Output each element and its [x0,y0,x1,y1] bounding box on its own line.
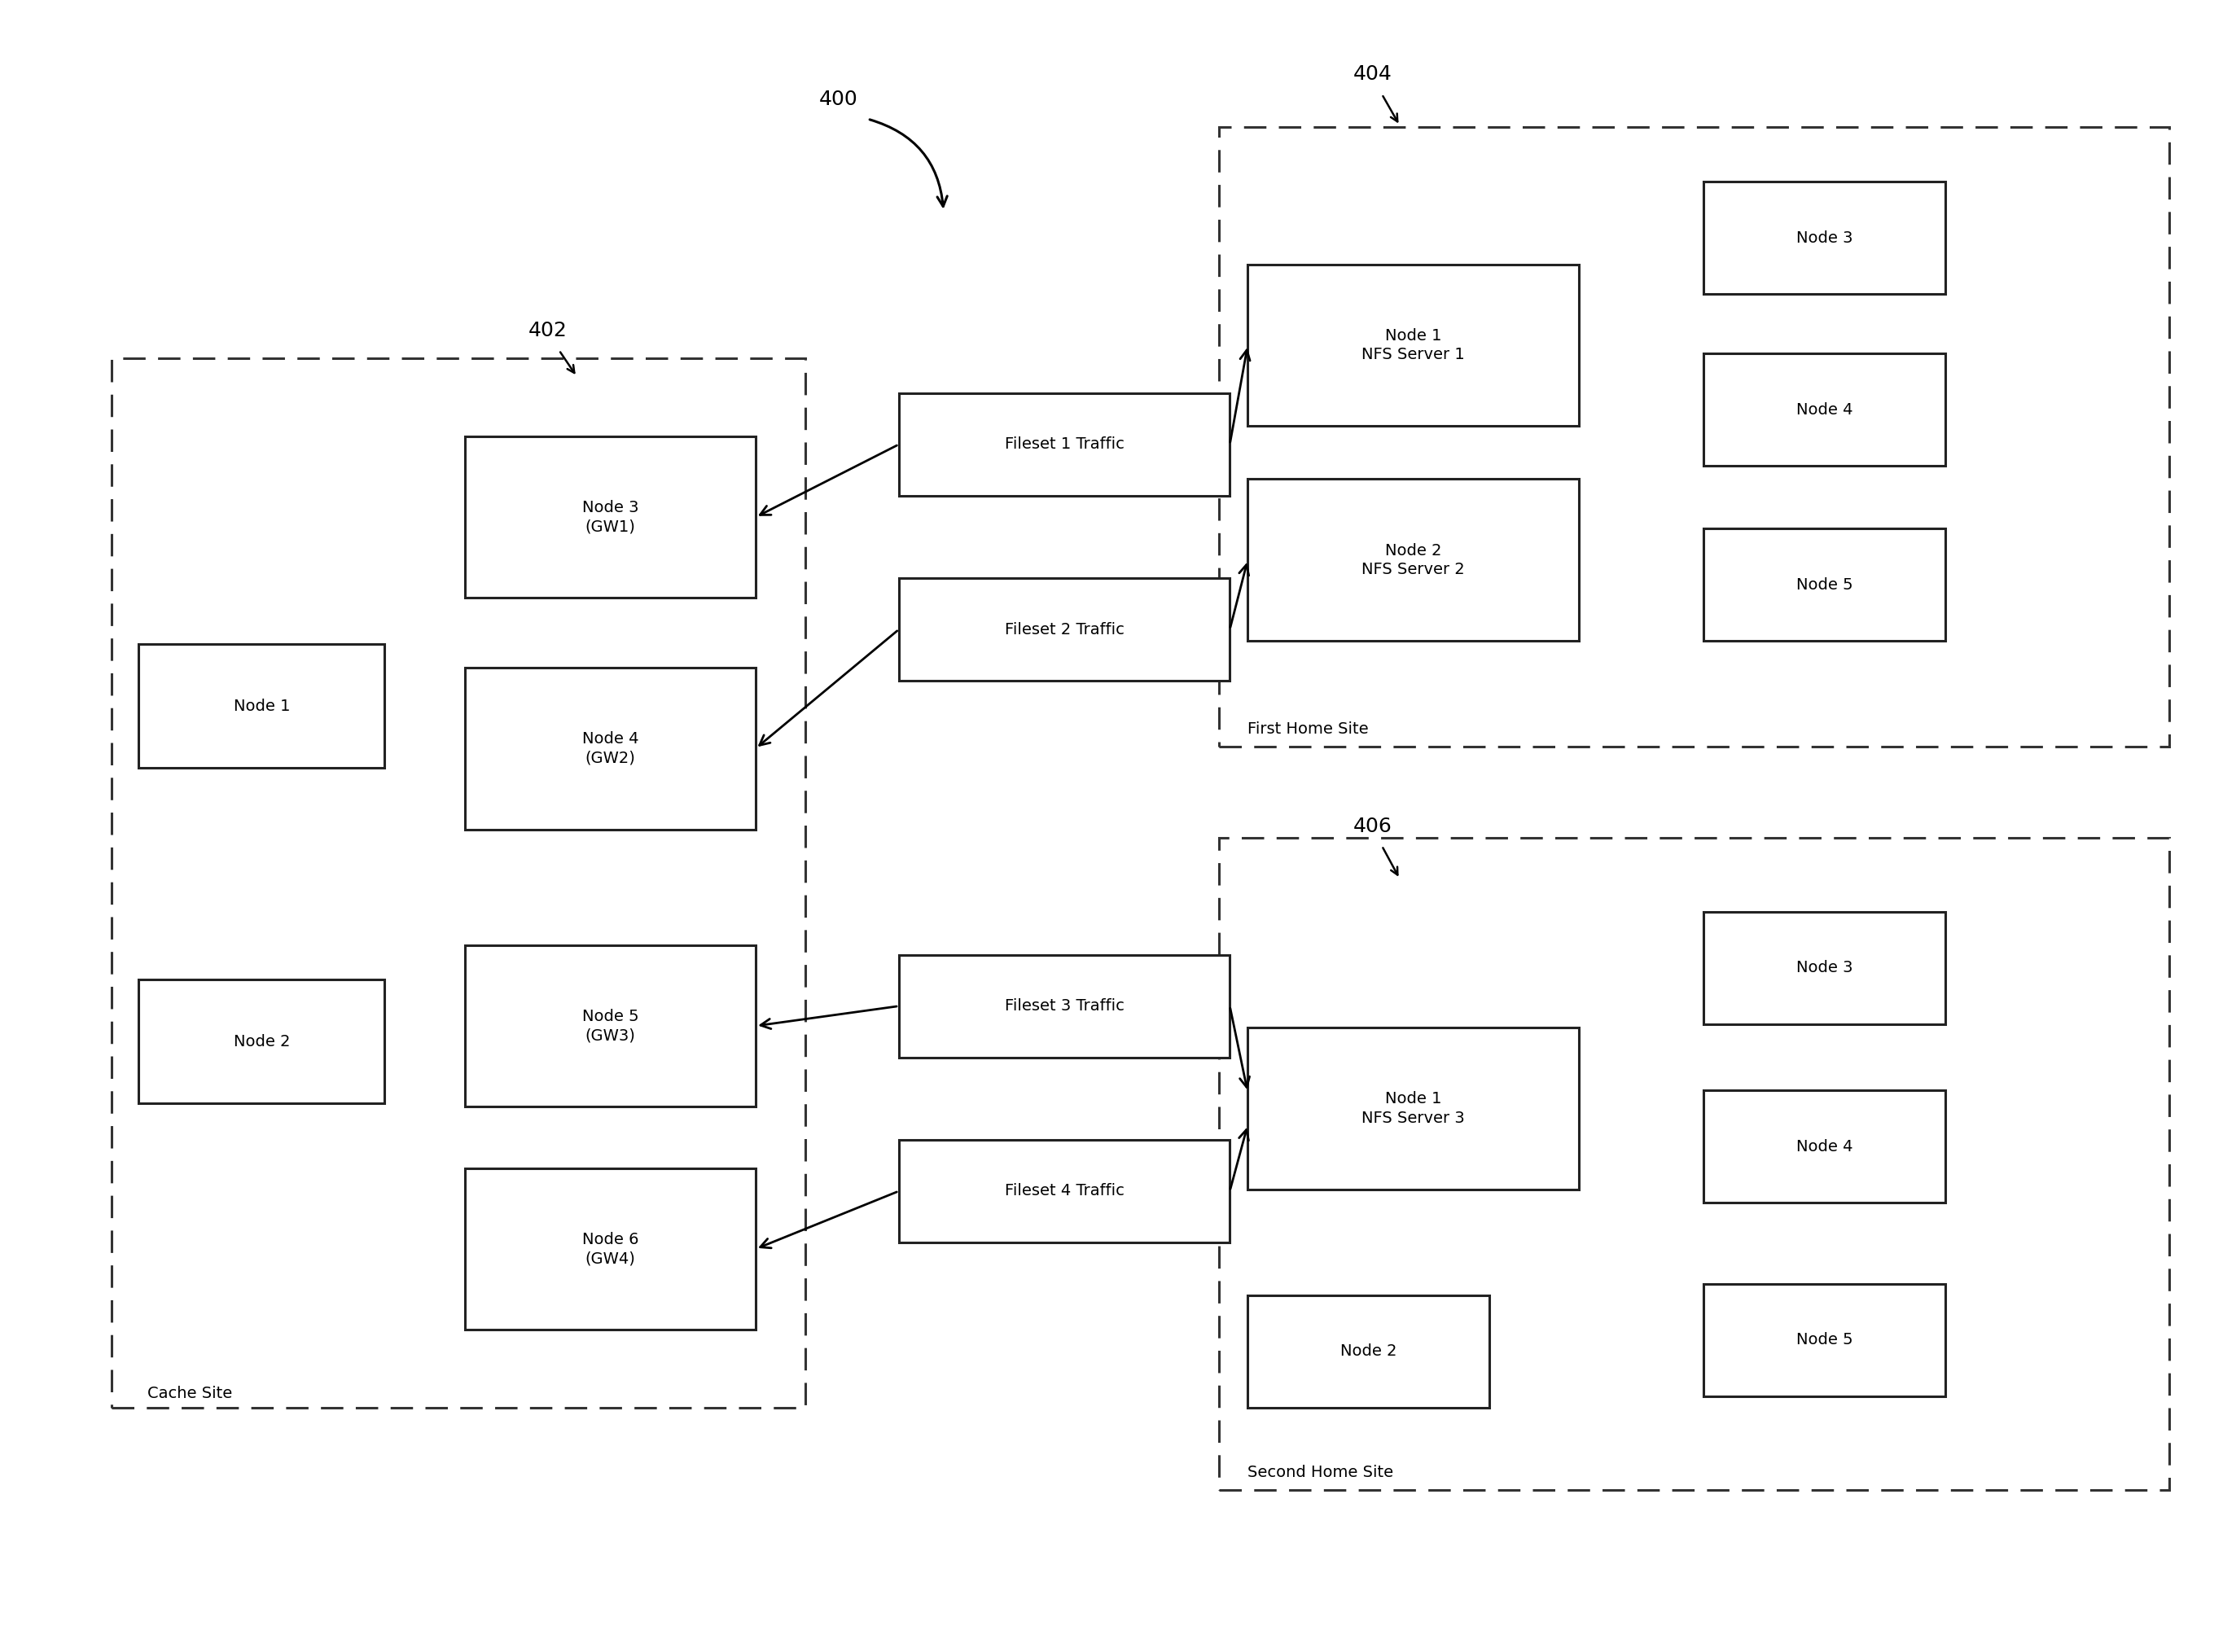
FancyBboxPatch shape [899,955,1230,1057]
Text: 400: 400 [818,89,859,109]
FancyBboxPatch shape [1704,354,1945,466]
FancyBboxPatch shape [465,1168,756,1330]
FancyBboxPatch shape [899,578,1230,681]
FancyBboxPatch shape [1704,1284,1945,1396]
Text: Node 2
NFS Server 2: Node 2 NFS Server 2 [1362,544,1465,577]
FancyBboxPatch shape [465,945,756,1107]
FancyBboxPatch shape [899,1140,1230,1242]
FancyBboxPatch shape [1704,1090,1945,1203]
FancyBboxPatch shape [1248,264,1579,426]
Text: 402: 402 [528,320,568,340]
FancyBboxPatch shape [1248,1028,1579,1189]
Text: Node 4: Node 4 [1796,1138,1854,1155]
FancyBboxPatch shape [465,667,756,829]
Text: Node 1
NFS Server 1: Node 1 NFS Server 1 [1362,329,1465,362]
Text: Node 5: Node 5 [1796,577,1854,593]
Text: Node 2: Node 2 [233,1034,291,1049]
Text: Node 1
NFS Server 3: Node 1 NFS Server 3 [1362,1092,1465,1125]
FancyBboxPatch shape [1704,182,1945,294]
Text: Node 5
(GW3): Node 5 (GW3) [581,1009,639,1042]
Text: Node 1: Node 1 [233,699,291,714]
Text: 406: 406 [1353,816,1393,836]
Text: Node 3: Node 3 [1796,960,1854,976]
Text: Node 4: Node 4 [1796,401,1854,418]
FancyBboxPatch shape [1704,912,1945,1024]
Text: Node 4
(GW2): Node 4 (GW2) [581,732,639,765]
Text: Second Home Site: Second Home Site [1248,1465,1393,1480]
Text: Node 3: Node 3 [1796,230,1854,246]
FancyBboxPatch shape [139,644,385,768]
Text: Node 6
(GW4): Node 6 (GW4) [581,1232,639,1265]
Text: Node 3
(GW1): Node 3 (GW1) [581,501,639,534]
Text: Fileset 4 Traffic: Fileset 4 Traffic [1004,1183,1125,1199]
FancyBboxPatch shape [112,358,805,1408]
Text: Node 2: Node 2 [1339,1343,1398,1360]
Text: Fileset 1 Traffic: Fileset 1 Traffic [1004,436,1125,453]
FancyBboxPatch shape [1248,1295,1489,1408]
FancyBboxPatch shape [1248,479,1579,641]
Text: Node 5: Node 5 [1796,1332,1854,1348]
FancyBboxPatch shape [899,393,1230,496]
Text: First Home Site: First Home Site [1248,722,1368,737]
Text: Fileset 3 Traffic: Fileset 3 Traffic [1004,998,1125,1014]
FancyBboxPatch shape [1704,529,1945,641]
FancyBboxPatch shape [465,436,756,598]
FancyBboxPatch shape [1219,127,2169,747]
Text: 404: 404 [1353,64,1393,84]
Text: Fileset 2 Traffic: Fileset 2 Traffic [1004,621,1125,638]
FancyBboxPatch shape [1219,838,2169,1490]
FancyBboxPatch shape [139,980,385,1104]
Text: Cache Site: Cache Site [148,1386,233,1401]
